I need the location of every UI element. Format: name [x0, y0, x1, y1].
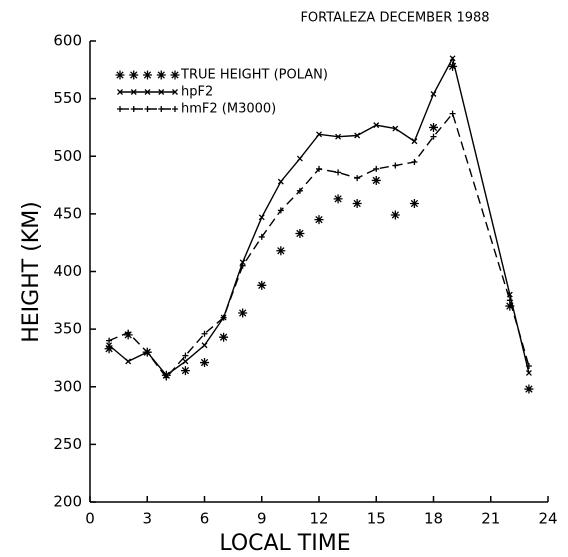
marker — [219, 332, 229, 342]
marker — [430, 133, 437, 140]
marker — [239, 259, 246, 266]
legend-marker — [170, 70, 180, 80]
marker — [449, 55, 456, 62]
marker — [525, 363, 532, 370]
marker — [448, 61, 458, 71]
marker — [335, 169, 342, 176]
legend-marker — [144, 89, 151, 95]
marker — [371, 175, 381, 185]
marker — [409, 199, 419, 209]
x-tick-label: 6 — [200, 510, 210, 528]
marker — [201, 342, 208, 349]
x-tick-label: 12 — [309, 510, 328, 528]
marker — [104, 344, 114, 354]
marker — [373, 122, 380, 129]
legend-marker — [115, 70, 125, 80]
marker — [180, 366, 190, 376]
x-tick-label: 3 — [142, 510, 152, 528]
x-axis-label: LOCAL TIME — [219, 531, 350, 556]
legend-marker — [143, 70, 152, 80]
legend-marker — [130, 106, 137, 112]
legend-label: TRUE HEIGHT (POLAN) — [180, 68, 328, 83]
marker — [106, 342, 113, 349]
marker — [354, 175, 361, 182]
marker — [392, 125, 399, 132]
marker — [200, 358, 209, 368]
legend-marker — [117, 106, 123, 112]
marker — [316, 165, 322, 172]
series-line — [108, 112, 530, 379]
y-tick-label: 200 — [53, 493, 82, 511]
y-tick-label: 450 — [53, 204, 82, 222]
legend-marker — [130, 89, 137, 95]
marker — [182, 358, 189, 365]
y-tick-label: 400 — [53, 262, 82, 280]
y-tick-label: 250 — [53, 435, 82, 453]
marker — [296, 155, 303, 162]
legend-marker — [158, 106, 165, 112]
marker — [296, 187, 303, 194]
marker — [106, 337, 113, 344]
y-tick-label: 300 — [53, 377, 82, 395]
marker — [295, 228, 305, 238]
chart-title: FORTALEZA DECEMBER 1988 — [300, 11, 489, 26]
marker — [449, 110, 456, 117]
marker — [390, 210, 400, 220]
marker — [257, 280, 267, 290]
marker — [411, 138, 418, 145]
legend-marker — [172, 89, 178, 95]
marker — [276, 246, 286, 256]
legend-marker — [156, 70, 166, 80]
legend-label: hpF2 — [181, 85, 213, 100]
y-tick-label: 600 — [53, 32, 82, 50]
marker — [411, 159, 418, 166]
y-tick-label: 550 — [53, 89, 82, 107]
marker — [125, 358, 132, 365]
marker — [277, 207, 284, 214]
legend-marker — [117, 89, 123, 95]
x-tick-label: 24 — [538, 510, 557, 528]
legend-marker — [144, 106, 151, 112]
marker — [163, 374, 170, 381]
marker — [335, 133, 342, 140]
x-tick-label: 18 — [424, 510, 443, 528]
marker — [373, 165, 380, 172]
marker — [258, 233, 265, 240]
x-tick-label: 15 — [367, 510, 386, 528]
marker — [239, 262, 246, 269]
y-tick-label: 500 — [53, 147, 82, 165]
marker — [220, 314, 227, 321]
marker — [524, 384, 534, 394]
marker — [505, 301, 515, 311]
marker — [506, 297, 513, 304]
marker — [354, 132, 361, 139]
marker — [144, 349, 151, 356]
marker — [258, 214, 265, 221]
marker — [352, 199, 362, 209]
marker — [525, 369, 532, 376]
legend-marker — [129, 70, 139, 80]
x-tick-label: 21 — [481, 510, 500, 528]
y-tick-label: 350 — [53, 320, 82, 338]
y-axis-label: HEIGHT (KM) — [19, 201, 44, 343]
marker — [238, 308, 248, 318]
legend-marker — [158, 89, 165, 95]
marker — [429, 122, 438, 132]
marker — [333, 194, 343, 204]
marker — [430, 91, 437, 97]
marker — [316, 131, 322, 138]
marker — [125, 329, 132, 336]
x-tick-label: 9 — [257, 510, 267, 528]
marker — [392, 162, 399, 169]
legend-label: hmF2 (M3000) — [181, 102, 276, 117]
x-tick-label: 0 — [85, 510, 95, 528]
marker — [182, 352, 189, 359]
marker — [277, 178, 284, 185]
legend-marker — [172, 106, 178, 112]
marker — [314, 215, 324, 225]
marker — [201, 330, 208, 337]
